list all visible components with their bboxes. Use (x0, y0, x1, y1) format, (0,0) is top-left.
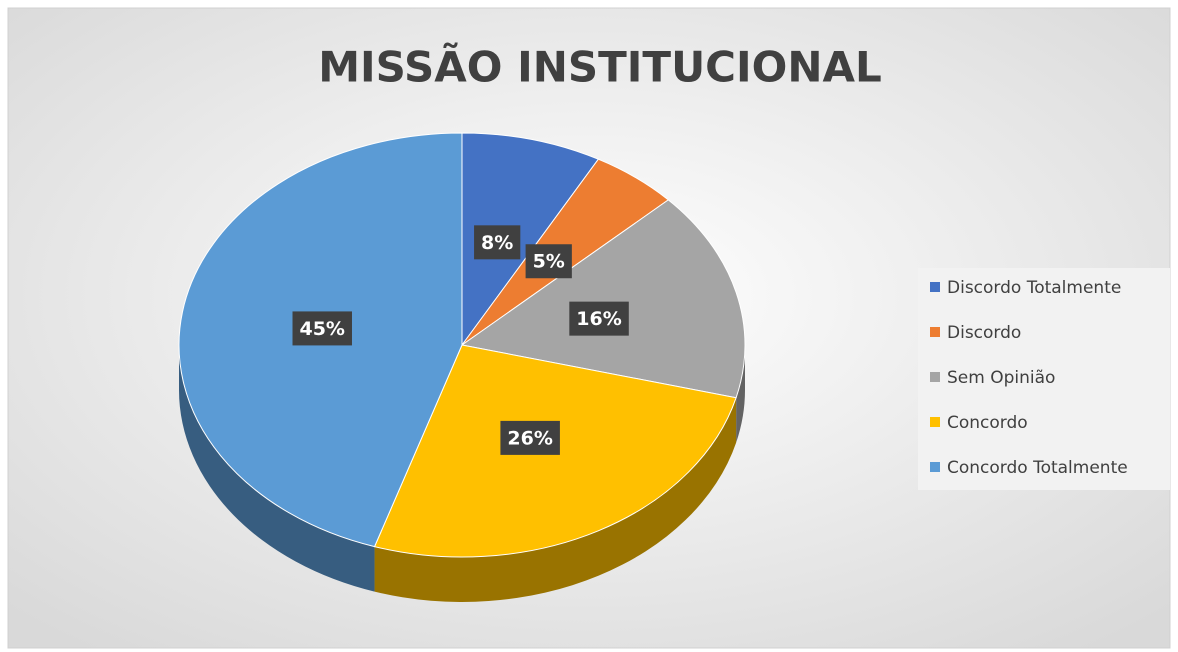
slice-side (736, 345, 745, 443)
data-label: 8% (481, 232, 513, 254)
data-label: 16% (576, 308, 621, 330)
slice-side (374, 397, 737, 602)
legend-label: Discordo (947, 323, 1021, 343)
legend-label: Concordo Totalmente (947, 458, 1128, 478)
legend-swatch (930, 282, 940, 292)
legend-label: Discordo Totalmente (947, 278, 1121, 298)
legend-swatch (930, 417, 940, 427)
legend-box (918, 268, 1170, 490)
legend-swatch (930, 372, 940, 382)
data-label-box (500, 420, 560, 455)
slice-side (179, 345, 375, 592)
slice (460, 199, 746, 399)
data-label-box (474, 225, 521, 260)
legend-label: Concordo (947, 413, 1028, 433)
chart-title: MISSÃO INSTITUCIONAL (318, 42, 882, 92)
data-label-box (525, 244, 572, 279)
data-label: 45% (299, 318, 344, 340)
legend-label: Sem Opinião (947, 368, 1055, 388)
data-label: 26% (507, 427, 552, 449)
legend-swatch (930, 462, 940, 472)
data-label-box (292, 311, 352, 346)
slice (461, 132, 600, 347)
data-label-box (569, 301, 629, 336)
data-label: 5% (533, 251, 565, 273)
legend-swatch (930, 327, 940, 337)
